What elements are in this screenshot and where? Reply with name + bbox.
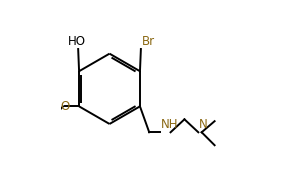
Text: NH: NH <box>161 118 179 131</box>
Text: O: O <box>61 100 70 113</box>
Text: HO: HO <box>68 35 86 48</box>
Text: Br: Br <box>142 35 155 48</box>
Text: N: N <box>199 118 208 131</box>
